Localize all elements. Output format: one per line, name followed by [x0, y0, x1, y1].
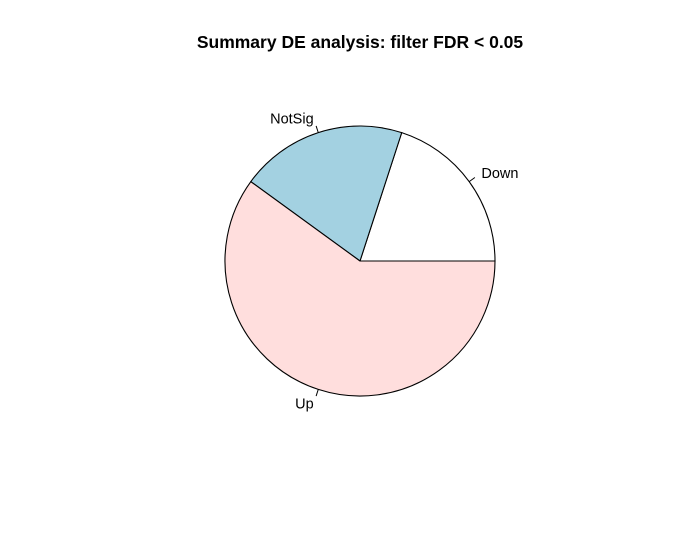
pie-slice-up: [224, 180, 496, 397]
pie-label-up: Up: [295, 397, 314, 413]
pie-label-tick-down: [468, 177, 476, 183]
pie-slices: [224, 125, 496, 397]
pie-label-tick-notsig: [315, 125, 319, 133]
pie-label-tick-up: [315, 389, 319, 397]
pie-label-notsig: NotSig: [270, 111, 314, 127]
pie-slice-down: [359, 131, 496, 262]
pie-labels: Down NotSig Up: [270, 111, 518, 412]
pie-label-down: Down: [481, 166, 518, 182]
chart-title: Summary DE analysis: filter FDR < 0.05: [197, 32, 524, 52]
